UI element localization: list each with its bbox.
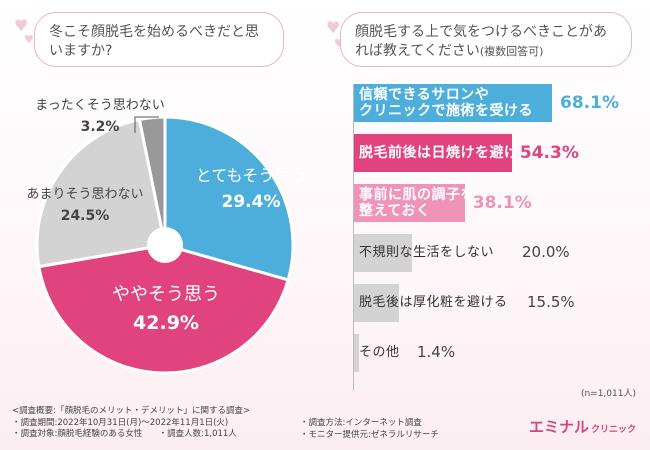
pie-slice [37,243,290,375]
bar-label-line: 信頼できるサロンや [359,87,490,103]
leader-line [134,116,159,133]
bar-label-line: 不規則な生活をしない [359,245,495,260]
pie-label-value: 3.2% [80,119,120,135]
question1-text: 冬こそ顔脱毛を始めるべきだと思いますか? [49,24,259,59]
footer-line: <調査概要:「顔脱毛のメリット・デメリット」に関する調査> [12,406,251,416]
logo-main: エミナル [528,418,589,436]
pie-slice [163,115,295,282]
bar-label-line: 整えておく [359,203,431,219]
heart-icon: ♥ [326,18,341,37]
pie-label-value: 42.9% [133,312,199,334]
bar: 脱毛前後は日焼けを避ける [354,134,533,172]
footer-target: ・調査対象:顔脱毛経験のある女性 [12,429,143,439]
question2-text: 顔脱毛する上で気をつけるべきことがあれば教えてください [355,24,607,59]
bar-value: 15.5% [527,293,575,311]
bar-label: 事前に肌の調子を 整えておく [359,187,475,219]
pie-slice [35,117,167,269]
pie-center [147,227,183,263]
heart-icon: ♥ [334,37,344,50]
footer-line: ・調査対象:顔脱毛経験のある女性 ・調査人数:1,011人 [12,429,250,441]
pie-chart [35,115,295,375]
pie-label-value: 24.5% [60,208,110,224]
pie-label-value: 29.4% [221,192,281,212]
bar-label-line: 脱毛後は厚化粧を避ける [359,295,508,310]
question2-bubble: 顔脱毛する上で気をつけるべきことがあれば教えてください(複数回答可) [340,12,632,67]
bar-value: 54.3% [519,143,579,163]
heart-icon: ♥ [24,33,34,46]
bar: 事前に肌の調子を 整えておく [354,184,475,222]
pie-label: あまりそう思わない 24.5% [10,183,160,224]
heart-icon: ♥ [14,16,29,35]
pie-label-name: ややそう思う [112,284,220,305]
footer-provider: ・モニター提供元:ゼネラルリサーチ [300,429,439,440]
pie-label: とてもそう思う 29.4% [186,162,316,212]
bar-label: 脱毛後は厚化粧を避ける [359,295,508,311]
bar-label-line: 脱毛前後は日焼けを避ける [359,145,533,161]
question2-note: (複数回答可) [479,45,544,58]
bar-value: 20.0% [522,243,570,261]
bar: 信頼できるサロンや クリニックで施術を受ける [354,84,552,122]
bar-label: その他 [359,345,400,361]
bar: その他 [354,334,399,372]
pie-slice [137,115,167,246]
bar-axis [353,84,354,390]
bar-label: 信頼できるサロンや クリニックで施術を受ける [359,87,533,119]
sample-size: (n=1,011人) [580,389,636,399]
survey-footer-right: ・調査方法:インターネット調査 ・モニター提供元:ゼネラルリサーチ [300,418,439,441]
footer-method: ・調査方法:インターネット調査 [300,418,422,428]
logo-sub: クリニック [590,425,636,435]
bar-label-line: その他 [359,345,400,360]
question1-bubble: 冬こそ顔脱毛を始めるべきだと思いますか? [34,12,284,67]
bar-label: 不規則な生活をしない [359,245,494,261]
bar: 不規則な生活をしない [354,234,494,272]
footer-line: ・調査期間:2022年10月31日(月)〜2022年11月1日(火) [12,417,229,428]
bar-label: 脱毛前後は日焼けを避ける [359,145,533,161]
bar: 脱毛後は厚化粧を避ける [354,284,507,322]
pie-label-name: とてもそう思う [195,166,307,185]
bar-value: 1.4% [417,343,456,361]
bar-value: 68.1% [560,93,619,113]
bar-label-line: 事前に肌の調子を [359,187,475,203]
bar-value: 38.1% [472,193,532,213]
pie-label: まったくそう思わない 3.2% [20,94,180,135]
pie-label-name: まったくそう思わない [35,98,165,113]
pie-label: ややそう思う 42.9% [96,280,236,334]
footer-count: ・調査人数:1,011人 [158,429,237,439]
bar-label-line: クリニックで施術を受ける [359,103,533,119]
pie-label-name: あまりそう思わない [26,187,144,202]
clinic-logo: エミナル クリニック [529,416,636,437]
survey-footer: <調査概要:「顔脱毛のメリット・デメリット」に関する調査> ・調査期間:2022… [12,406,250,441]
